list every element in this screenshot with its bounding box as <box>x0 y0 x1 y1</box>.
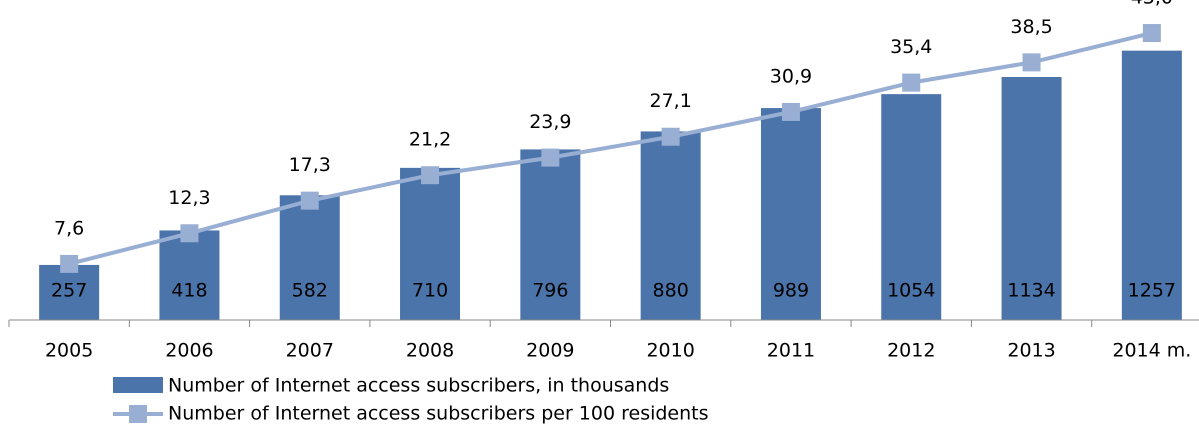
bar-value-label: 582 <box>292 280 328 302</box>
line-value-label: 38,5 <box>1010 16 1052 38</box>
bar <box>400 167 461 320</box>
line-marker <box>781 102 800 121</box>
line-marker <box>180 224 199 243</box>
line-marker <box>661 127 680 146</box>
bar-value-label: 1257 <box>1128 280 1176 302</box>
line-value-label: 21,2 <box>409 129 451 151</box>
legend-marker <box>129 405 147 423</box>
line-value-label: 35,4 <box>890 36 932 58</box>
line-value-label: 27,1 <box>649 90 691 112</box>
bar <box>760 108 821 320</box>
bar-value-label: 1134 <box>1007 280 1055 302</box>
x-tick-label: 2009 <box>526 340 574 362</box>
bar-value-label: 796 <box>532 280 568 302</box>
x-tick-label: 2010 <box>646 340 694 362</box>
line-value-label: 23,9 <box>529 111 571 133</box>
x-tick-label: 2005 <box>45 340 93 362</box>
line-value-label: 17,3 <box>289 154 331 176</box>
line-marker <box>60 254 79 273</box>
bar <box>520 149 581 320</box>
bar <box>1121 50 1182 321</box>
x-tick-label: 2011 <box>767 340 815 362</box>
line-marker <box>541 148 560 167</box>
line-marker <box>300 191 319 210</box>
x-tick-label: 2012 <box>887 340 935 362</box>
bar <box>39 264 100 320</box>
line <box>68 31 1153 266</box>
bar <box>1001 77 1062 320</box>
line-value-label: 12,3 <box>168 187 210 209</box>
legend-label: Number of Internet access subscribers pe… <box>168 403 709 425</box>
legend-label: Number of Internet access subscribers, i… <box>168 375 669 397</box>
line-value-label: 30,9 <box>770 65 812 87</box>
line-marker <box>421 166 440 185</box>
bar <box>279 195 340 320</box>
line-value-label: 7,6 <box>54 217 84 239</box>
legend-swatch <box>113 377 163 393</box>
bar-value-label: 989 <box>773 280 809 302</box>
x-tick-label: 2007 <box>286 340 334 362</box>
x-tick-label: 2014 m. <box>1112 340 1191 362</box>
bar-value-label: 880 <box>653 280 689 302</box>
line-marker <box>902 73 921 92</box>
bar <box>640 131 701 320</box>
bar-value-label: 710 <box>412 280 448 302</box>
bar-value-label: 257 <box>51 280 87 302</box>
bar-value-label: 1054 <box>887 280 935 302</box>
bar <box>159 230 220 320</box>
bar <box>881 94 942 321</box>
line-marker <box>1022 53 1041 72</box>
line-marker <box>1142 24 1161 43</box>
x-tick-label: 2013 <box>1007 340 1055 362</box>
line-value-label: 43,0 <box>1131 0 1173 9</box>
x-tick-label: 2008 <box>406 340 454 362</box>
x-tick-label: 2006 <box>165 340 213 362</box>
bar-value-label: 418 <box>171 280 207 302</box>
